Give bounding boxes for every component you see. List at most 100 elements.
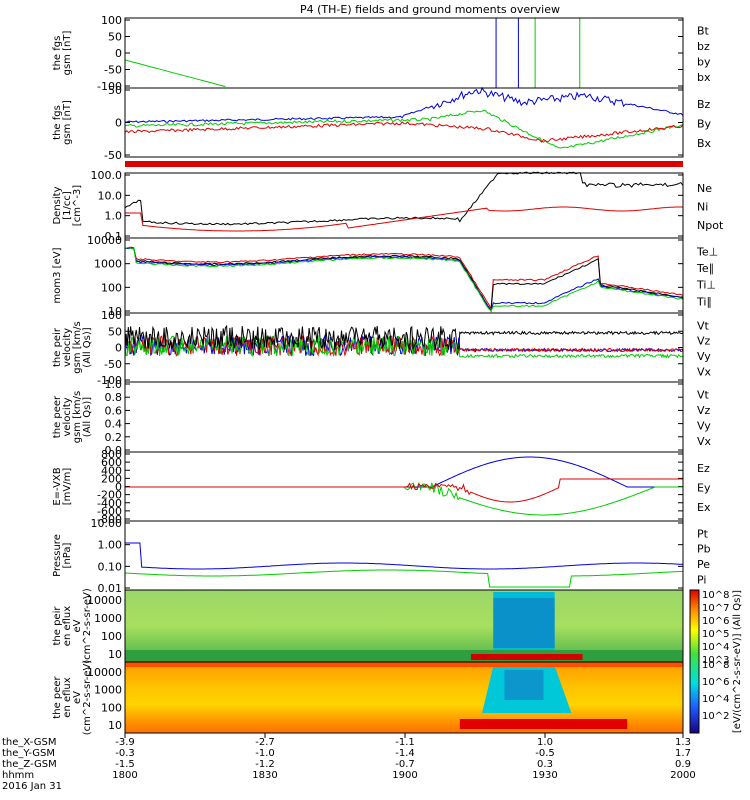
legend-entry: Ti⊥ xyxy=(696,279,716,292)
y-axis-label: the peer xyxy=(52,395,63,438)
y-axis-label: en eflux xyxy=(62,677,73,717)
colorbar-tick-label: 10^2 xyxy=(702,711,729,722)
series-Te-par xyxy=(124,246,684,313)
y-tick-label: 0.4 xyxy=(105,418,123,431)
footer-value: 1.7 xyxy=(675,748,691,759)
heatmap-electron-topband xyxy=(125,662,683,667)
legend-entry: Te⊥ xyxy=(696,245,718,258)
colorbar-tick-label: 10^5 xyxy=(702,629,729,640)
y-tick-label: 10 xyxy=(108,719,122,732)
y-tick-label: 50 xyxy=(108,325,122,338)
footer-value: -1.2 xyxy=(255,759,275,770)
colorbar-tick-label: 10^3 xyxy=(702,655,729,666)
y-tick-label: -600 xyxy=(97,505,122,518)
legend-entry: Ti∥ xyxy=(696,295,712,308)
legend-entry: Ne xyxy=(697,182,712,195)
y-axis-label: Pressure xyxy=(52,534,63,577)
y-tick-label: 0.2 xyxy=(105,431,123,444)
colorbar-tick-label: 10^4 xyxy=(702,642,729,653)
legend-entry: Ey xyxy=(697,481,711,494)
footer-value: 1900 xyxy=(392,770,417,781)
panel-frame xyxy=(124,87,684,158)
legend-entry: Npot xyxy=(697,219,724,232)
series-Ti-par xyxy=(124,247,684,312)
chart-title: P4 (TH-E) fields and ground moments over… xyxy=(300,3,560,16)
footer-value: 1.0 xyxy=(537,737,553,748)
panel-frame xyxy=(124,520,684,591)
legend-entry: Pt xyxy=(697,527,709,540)
legend-entry: Vt xyxy=(697,388,710,401)
y-tick-label: 400 xyxy=(101,464,122,477)
y-tick-label: 100 xyxy=(101,281,122,294)
y-axis-label: en eflux xyxy=(62,606,73,646)
panel-2: 50 0 -50 the fgs gsm [nT] Bz By Bx xyxy=(52,84,712,167)
y-tick-label: -400 xyxy=(97,497,122,510)
legend-entry: by xyxy=(697,56,711,69)
legend-entry: Pb xyxy=(697,543,711,556)
panel-1: 100 50 0 -50 -100 the fgs gsm [nT] Bt bz by bx xyxy=(52,14,711,93)
footer-row-label: hhmm xyxy=(2,770,34,781)
series-Ex xyxy=(125,456,683,488)
y-axis-label: [1/cc] xyxy=(62,191,73,220)
y-tick-label: 100 xyxy=(101,14,122,27)
series-By xyxy=(124,109,684,149)
footer-row-label: the_X-GSM xyxy=(2,737,56,748)
y-axis-label: gsm [nT] xyxy=(62,100,73,145)
legend-entry: Pe xyxy=(697,558,710,571)
footer-value: 1800 xyxy=(112,770,137,781)
legend-entry: Bt xyxy=(697,24,710,37)
y-axis-label: [nPa] xyxy=(62,542,73,568)
series-Pi xyxy=(125,542,684,570)
footer-value: 1.3 xyxy=(675,737,691,748)
y-tick-label: 0 xyxy=(115,481,122,494)
footer-value: -1.1 xyxy=(395,737,415,748)
footer-date: 2016 Jan 31 xyxy=(2,781,62,792)
series-Vt xyxy=(124,324,684,352)
legend-entry: Bx xyxy=(697,137,712,150)
y-tick-label: 50 xyxy=(108,31,122,44)
y-tick-label: 10000 xyxy=(87,234,122,247)
y-axis-label: the fgs xyxy=(52,36,63,71)
legend-entry: Vy xyxy=(697,420,711,433)
y-tick-label: -100 xyxy=(97,80,122,93)
heatmap-electron-band xyxy=(459,719,628,729)
y-tick-label: 1000 xyxy=(94,612,122,625)
panel-5: 100 50 0 -50 -100 the peir velocity gsm [km/s (A… xyxy=(52,309,712,387)
y-axis-label: gsm [nT] xyxy=(62,31,73,76)
footer-value: 1830 xyxy=(252,770,277,781)
y-tick-label: 10 xyxy=(108,305,122,318)
y-tick-label: 0.0 xyxy=(105,444,123,457)
y-tick-label: 100.0 xyxy=(91,169,123,182)
series-Ez xyxy=(125,478,683,503)
footer-row-label: the_Z-GSM xyxy=(2,759,57,770)
series-Pe xyxy=(124,569,684,588)
y-tick-label: 10000 xyxy=(87,594,122,607)
y-axis-label: velocity xyxy=(62,328,73,367)
panel-frame xyxy=(124,172,684,239)
y-axis-label: [cm^-3] xyxy=(72,185,83,226)
footer-value: -1.4 xyxy=(395,748,415,759)
y-tick-label: -200 xyxy=(97,489,122,502)
y-axis-label: (cm^2-s-sr-eV) xyxy=(82,660,93,736)
legend-entry: Bz xyxy=(697,98,711,111)
y-tick-label: 1000 xyxy=(94,684,122,697)
y-tick-label: 10.0 xyxy=(98,189,123,202)
colorbar-tick-label: 10^7 xyxy=(702,603,729,614)
y-tick-label: 0.01 xyxy=(98,582,123,595)
footer-value: -2.7 xyxy=(255,737,275,748)
legend-entry: Vy xyxy=(697,350,711,363)
series-by xyxy=(124,59,226,87)
legend-entry: Vt xyxy=(697,319,710,332)
y-tick-label: 10000 xyxy=(87,666,122,679)
colorbar-tick-label: 10^6 xyxy=(702,677,729,688)
y-axis-label: Density xyxy=(52,186,63,224)
footer-value: 2000 xyxy=(670,770,695,781)
heatmap-electron-region xyxy=(504,670,544,700)
y-axis-label: mom3 [eV] xyxy=(52,247,63,303)
legend-entry: Vx xyxy=(697,365,712,378)
footer-value: -1.5 xyxy=(115,759,135,770)
y-tick-label: -50 xyxy=(104,149,122,162)
legend-entry: Pi xyxy=(697,573,706,586)
panel-9: 10000 1000 100 10 the peir en eflux eV (cm^2-s-… xyxy=(52,588,684,664)
y-axis-label: the fgs xyxy=(52,105,63,140)
